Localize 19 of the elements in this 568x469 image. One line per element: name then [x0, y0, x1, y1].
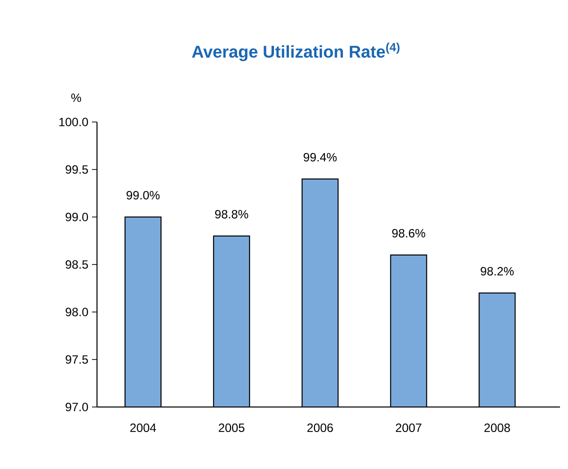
y-tick-label: 98.5	[66, 260, 88, 269]
x-tick-label: 2007	[396, 424, 422, 432]
x-tick-label: 2006	[307, 424, 333, 432]
x-tick-label: 2004	[130, 424, 156, 432]
chart-title: Average Utilization Rate$^{(4)}$	[192, 42, 400, 62]
y-tick-label: 97.5	[66, 355, 88, 364]
data-label: 99.0%	[126, 190, 160, 200]
data-label: 99.4%	[304, 152, 337, 162]
x-tick-label: 2005	[218, 424, 244, 432]
data-label: 98.6%	[392, 228, 426, 238]
y-tick-label: 98.0	[66, 308, 88, 316]
y-tick-label: 97.0	[66, 402, 88, 412]
y-tick-label: 99.0	[66, 212, 88, 222]
y-axis-title: %	[71, 94, 82, 102]
y-tick-label: 99.5	[66, 165, 88, 174]
y-tick-label: 100.0	[59, 118, 88, 126]
x-tick-label: 2008	[484, 424, 510, 432]
data-label: 98.8%	[215, 210, 248, 218]
data-label: 98.2%	[480, 266, 514, 276]
